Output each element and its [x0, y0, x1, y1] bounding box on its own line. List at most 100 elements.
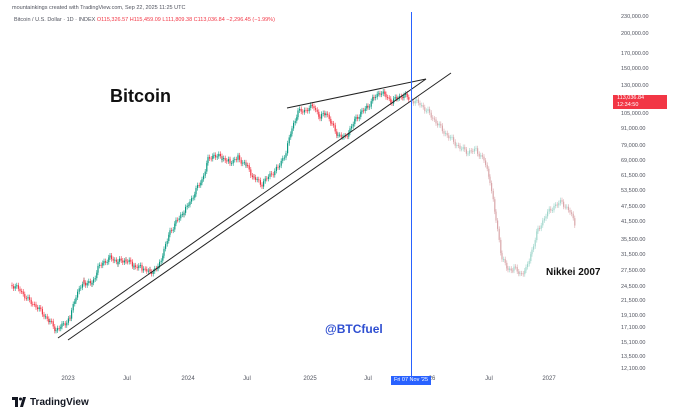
projection-candle-body	[459, 145, 461, 149]
candle-body	[29, 297, 31, 300]
candle-body	[160, 260, 162, 262]
projection-candle-body	[512, 270, 514, 272]
candle-body	[277, 166, 279, 168]
projection-candle-body	[540, 225, 542, 229]
candle-body	[346, 135, 348, 137]
candle-body	[288, 137, 290, 144]
candle-body	[296, 117, 298, 121]
price-axis-label: 230,000.00	[621, 14, 649, 20]
symbol-ohlc-row[interactable]: Bitcoin / U.S. Dollar · 1D · INDEX O115,…	[14, 17, 275, 23]
time-axis[interactable]: 2023 Jul 2024 Jul 2025 Jul 26 Jul 2027	[0, 372, 610, 386]
projection-candle-body	[438, 123, 440, 126]
author-handle[interactable]: @BTCfuel	[325, 322, 383, 336]
candle-body	[325, 113, 327, 116]
candle-body	[297, 110, 299, 118]
candle-body	[256, 179, 258, 181]
candle-body	[130, 259, 132, 262]
projection-candle-body	[515, 266, 517, 268]
candle-body	[180, 214, 182, 219]
projection-candle-body	[413, 101, 415, 104]
price-axis-label: 150,000.00	[621, 66, 649, 72]
time-axis-label: 2025	[303, 376, 317, 382]
price-axis-label: 130,000.00	[621, 83, 649, 89]
projection-candle-body	[491, 182, 493, 191]
price-axis-label: 53,500.00	[621, 188, 646, 194]
candle-body	[355, 116, 357, 119]
candle-body	[261, 184, 263, 187]
candle-body	[311, 104, 313, 107]
projection-candle-body	[525, 267, 527, 271]
candle-body	[333, 123, 335, 126]
time-axis-label: Jul	[485, 376, 493, 382]
price-axis-label: 200,000.00	[621, 31, 649, 37]
projection-candle-body	[574, 218, 576, 226]
projection-candle-body	[454, 141, 456, 146]
candle-body	[136, 266, 138, 269]
candle-body	[240, 159, 242, 164]
candle-body	[97, 265, 99, 273]
candle-body	[85, 282, 87, 286]
chart-annotation-title[interactable]: Bitcoin	[110, 86, 171, 106]
candle-body	[370, 101, 372, 107]
candle-body	[99, 264, 101, 266]
projection-candle-body	[555, 204, 557, 206]
candle-body	[375, 97, 377, 98]
candle-body	[318, 111, 320, 117]
support-line-lower[interactable]	[67, 72, 452, 341]
candle-body	[372, 97, 374, 102]
candle-body	[210, 158, 212, 160]
projection-candle-body	[485, 160, 487, 165]
projection-candle-body	[483, 156, 485, 161]
candle-body	[204, 171, 206, 176]
tradingview-footer[interactable]: TradingView	[12, 394, 89, 410]
price-axis-label: 21,500.00	[621, 298, 646, 304]
candle-body	[287, 143, 289, 154]
support-line-upper[interactable]	[57, 78, 427, 339]
candle-body	[366, 105, 368, 109]
projection-candle-body	[489, 176, 491, 183]
projection-candle-body	[435, 119, 437, 124]
candle-body	[147, 270, 149, 272]
candle-body	[74, 301, 76, 304]
projection-candle-body	[521, 273, 523, 275]
candle-body	[162, 255, 164, 261]
price-chart[interactable]	[0, 0, 610, 376]
candle-body	[279, 165, 281, 168]
candle-body	[358, 116, 360, 119]
candle-body	[46, 316, 48, 319]
projection-candle-body	[503, 259, 505, 260]
overlay-label[interactable]: Nikkei 2007	[546, 267, 601, 278]
candle-body	[152, 271, 154, 274]
candle-body	[381, 93, 383, 95]
candle-body	[207, 157, 209, 164]
price-axis-label: 24,500.00	[621, 284, 646, 290]
candle-body	[168, 234, 170, 241]
time-axis-label: Jul	[364, 376, 372, 382]
candle-body	[352, 124, 354, 127]
price-axis[interactable]: 230,000.00 200,000.00 170,000.00 150,000.00…	[610, 0, 680, 390]
candle-body	[243, 162, 245, 164]
candle-body	[253, 176, 255, 178]
candle-body	[58, 328, 60, 329]
candle-body	[330, 118, 332, 124]
projection-candle-body	[524, 270, 526, 275]
tradingview-logo-icon	[12, 397, 26, 407]
candle-body	[81, 284, 83, 288]
candle-body	[77, 291, 79, 298]
candle-body	[307, 110, 309, 112]
candle-body	[388, 97, 390, 99]
projection-candle-body	[449, 137, 451, 139]
projection-candle-body	[516, 267, 518, 272]
candle-body	[93, 279, 95, 283]
candle-body	[109, 255, 111, 258]
price-axis-label: 35,500.00	[621, 237, 646, 243]
candle-body	[203, 175, 205, 180]
candle-body	[75, 297, 77, 302]
projection-candle-body	[481, 155, 483, 157]
candle-body	[123, 260, 125, 263]
candle-body	[267, 176, 269, 179]
candle-body	[195, 188, 197, 195]
projection-candle-body	[478, 153, 480, 157]
wedge-upper-line[interactable]	[286, 78, 427, 109]
projection-candle-body	[465, 149, 467, 154]
